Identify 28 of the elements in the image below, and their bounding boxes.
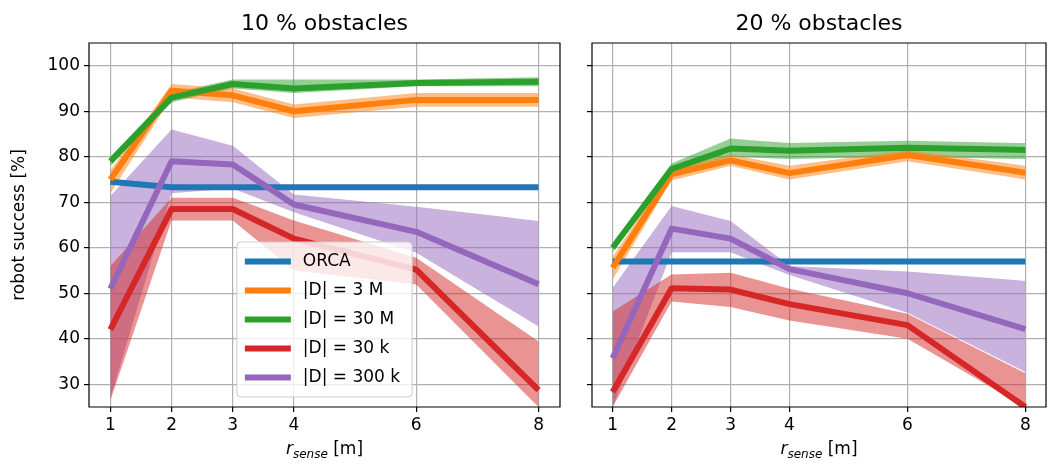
x-tick-label: 8 bbox=[1019, 413, 1031, 434]
x-tick-label: 1 bbox=[607, 413, 619, 434]
x-tick-label: 4 bbox=[784, 413, 795, 434]
x-tick-label: 1 bbox=[105, 413, 116, 434]
x-tick-label: 3 bbox=[227, 413, 239, 434]
y-tick-label: 30 bbox=[58, 372, 80, 393]
y-axis-title: robot success [%] bbox=[8, 149, 29, 301]
y-tick-label: 50 bbox=[58, 281, 80, 302]
legend-label: ORCA bbox=[302, 249, 352, 270]
chart-title: 20 % obstacles bbox=[735, 10, 903, 35]
x-tick-label: 4 bbox=[288, 413, 300, 434]
x-tick-label: 2 bbox=[666, 413, 678, 434]
x-tick-label: 2 bbox=[166, 413, 177, 434]
chart-title: 10 % obstacles bbox=[240, 10, 409, 35]
y-tick-label: 100 bbox=[47, 54, 80, 75]
y-tick-label: 90 bbox=[58, 99, 80, 120]
x-tick-label: 8 bbox=[533, 413, 544, 434]
y-tick-label: 70 bbox=[58, 190, 80, 211]
legend-label: |D| = 30 M bbox=[302, 307, 395, 328]
y-tick-label: 60 bbox=[58, 236, 80, 257]
x-tick-label: 6 bbox=[902, 413, 913, 434]
x-tick-label: 6 bbox=[410, 413, 422, 434]
legend-label: |D| = 3 M bbox=[302, 278, 384, 299]
legend-label: |D| = 30 k bbox=[302, 336, 390, 357]
y-tick-label: 40 bbox=[58, 327, 80, 348]
y-tick-label: 80 bbox=[58, 145, 80, 166]
legend-label: |D| = 300 k bbox=[302, 365, 401, 386]
x-tick-label: 3 bbox=[725, 413, 736, 434]
